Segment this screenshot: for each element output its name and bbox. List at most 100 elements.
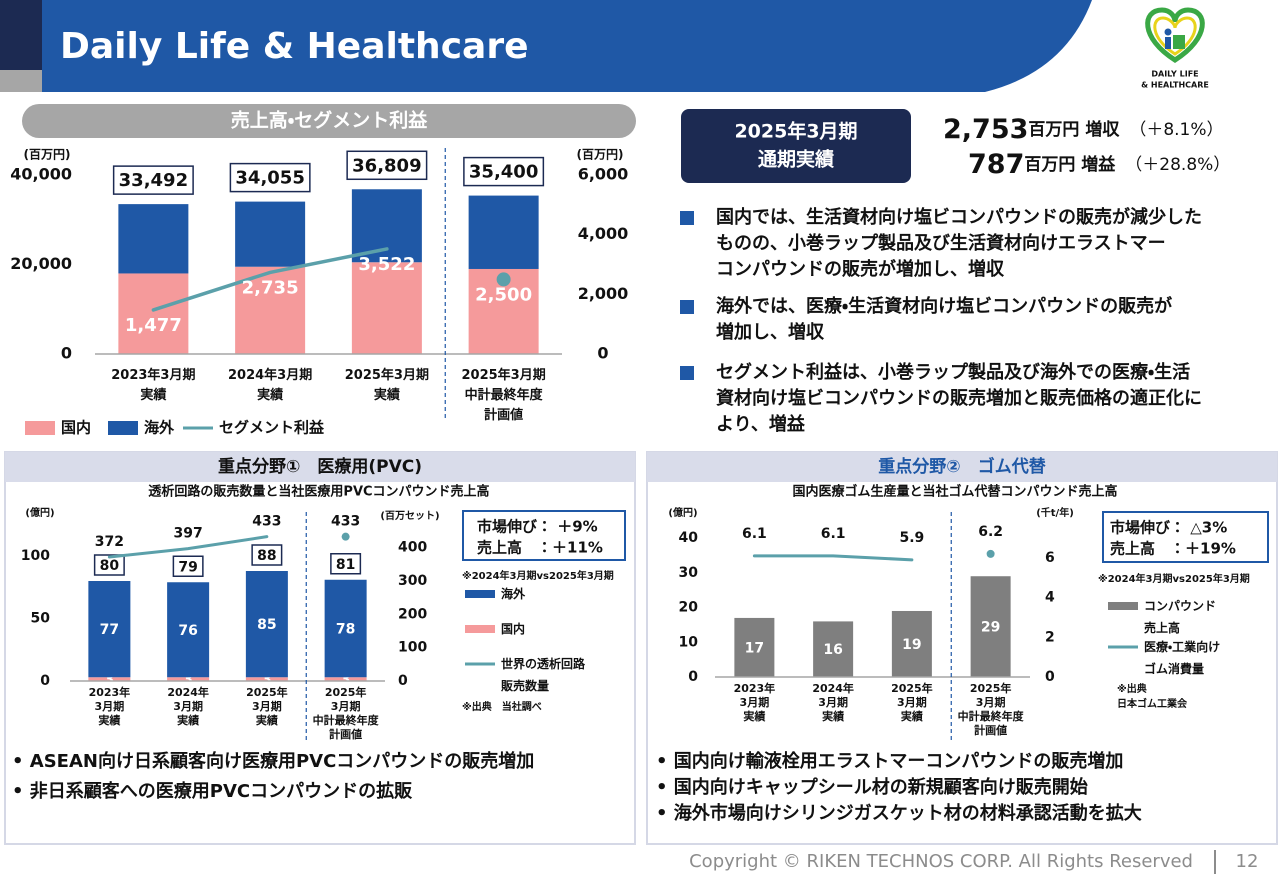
label-line: 実績 [256, 713, 279, 727]
results-box [681, 109, 911, 183]
legend-swatch [1108, 602, 1138, 610]
bar [167, 677, 210, 681]
bar [245, 677, 288, 681]
bar-label: 19 [902, 637, 921, 653]
section-pill [22, 104, 636, 138]
line-label: 6.1 [821, 526, 846, 542]
line-label: 372 [95, 534, 124, 550]
y2-tick-label: 200 [398, 606, 427, 622]
bar-label: 3 [105, 672, 115, 688]
point-text: より、増益 [716, 413, 806, 435]
copyright: Copyright © RIKEN TECHNOS CORP. All Righ… [689, 851, 1193, 872]
legend-swatch [465, 590, 495, 598]
bar-label: 77 [100, 622, 119, 638]
legend-label: 国内 [61, 419, 91, 437]
legend-label: 世界の透析回路販売数量 [500, 656, 586, 693]
bar [88, 581, 131, 678]
y2-tick-label: 4 [1045, 590, 1055, 606]
y2-tick-label: 2 [1045, 629, 1055, 645]
label-line: 計画値 [484, 407, 523, 423]
focus-bullet: • ASEAN向け日系顧客向け医療用PVCコンパウンドの販売増加 [12, 750, 534, 772]
legend-label: セグメント利益 [219, 419, 325, 437]
chart-subtitle: 国内医療ゴム生産量と当社ゴム代替コンパウンド売上高 [792, 484, 1117, 500]
chart: 0 20,000 40,000 0 2,000 4,000 6,000 (百万円) (百万円) 3… [10, 148, 628, 437]
title-strip [0, 70, 42, 92]
legend-label: 海外 [144, 419, 175, 437]
chart-note: ※2024年3月期vs2025年3月期 [1098, 572, 1250, 585]
label-line: 実績 [140, 387, 167, 403]
y2-tick-label: 300 [398, 573, 427, 589]
y2-tick-label: 2,000 [578, 284, 629, 303]
focus-bullet: • 非日系顧客への医療用PVCコンパウンドの拡販 [12, 780, 413, 802]
label-line: 2023年3月期 [111, 367, 195, 383]
label-line: 実績 [901, 709, 924, 723]
total-label: 88 [257, 548, 276, 564]
y2-axis-unit: (千t/年) [1036, 506, 1074, 519]
label-line: 2024年 [812, 681, 854, 695]
point-text: ものの、小巻ラップ製品及び生活資材向けエラストマー [716, 232, 1166, 254]
label-line: 世界の透析回路 [501, 656, 586, 671]
bar [88, 677, 131, 681]
x-tick-label: 2023年3月期実績 [111, 367, 195, 403]
chart-subtitle: 透析回路の販売数量と当社医療用PVCコンパウンド売上高 [148, 484, 489, 500]
y2-tick-label: 100 [398, 640, 427, 656]
label-line: 実績 [177, 713, 200, 727]
point-text: セグメント利益は、小巻ラップ製品及び海外での医療・生活 [716, 361, 1190, 383]
chart: 国内医療ゴム生産量と当社ゴム代替コンパウンド売上高 0 10 20 30 40 0 2 4 6 (億… [668, 484, 1269, 740]
y-tick-label: 50 [31, 611, 51, 627]
label-line: 実績 [374, 387, 401, 403]
plan-marker [986, 549, 995, 558]
callout-text: 売上高 ：＋19% [1110, 540, 1236, 558]
result-amount: 787 [968, 149, 1024, 180]
y-tick-label: 20,000 [10, 254, 72, 273]
y-axis-unit: (億円) [25, 506, 54, 519]
bar [118, 273, 189, 354]
label-line: 2025年 [891, 681, 933, 695]
line-label: 433 [331, 514, 360, 530]
point-text: 資材向け塩ビコンパウンドの販売増加と販売価格の適正化に [716, 387, 1202, 409]
total-box [112, 165, 194, 195]
label-line: 3月期 [331, 699, 361, 713]
callout-text: 市場伸び： ＋9% [477, 518, 598, 536]
total-box [463, 156, 545, 187]
bar [235, 201, 306, 267]
label-line: 2025年 [970, 681, 1012, 695]
title-block [0, 0, 42, 70]
bar [118, 204, 189, 274]
y2-tick-label: 400 [398, 540, 427, 556]
y2-tick-label: 6,000 [578, 165, 629, 184]
y-tick-label: 20 [679, 600, 699, 616]
chart: 透析回路の販売数量と当社医療用PVCコンパウンド売上高 0 50 100 0 100 200… [21, 484, 626, 741]
bar-label: 16 [823, 642, 842, 658]
focus-header-bar [5, 452, 635, 482]
label-line: 2025年 [246, 685, 288, 699]
label-line: 3月期 [95, 699, 125, 713]
chart-source: ※出典 [1117, 682, 1147, 695]
legend-label: 医療・工業向けゴム消費量 [1144, 639, 1220, 676]
y-axis-unit: (億円) [668, 506, 697, 519]
bar-label: 29 [981, 620, 1000, 636]
focus-bullet: • 海外市場向けシリンジガスケット材の材料承認活動を拡大 [656, 802, 1142, 824]
total-label: 81 [336, 557, 355, 573]
total-label: 34,055 [235, 168, 304, 189]
y-tick-label: 100 [21, 548, 50, 564]
result-line: 787百万円 増益 （＋28.8%） [968, 149, 1230, 180]
bar [324, 579, 367, 678]
bullet-square [680, 211, 694, 225]
page-number: 12 [1236, 851, 1259, 872]
label-line: 2023年 [734, 681, 776, 695]
label-line: 医療・工業向け [1144, 639, 1220, 654]
bar [167, 582, 210, 678]
point-text: 海外では、医療・生活資材向け塩ビコンパウンドの販売が [716, 295, 1172, 317]
focus-header-bar [647, 452, 1277, 482]
y-tick-label: 30 [679, 565, 699, 581]
total-box [330, 553, 362, 575]
y2-tick-label: 6 [1045, 550, 1055, 566]
bar [351, 262, 422, 354]
line-label: 6.1 [742, 526, 767, 542]
focus-bullet: • 国内向けキャップシール材の新規顧客向け販売開始 [656, 776, 1088, 798]
bar [813, 621, 854, 677]
